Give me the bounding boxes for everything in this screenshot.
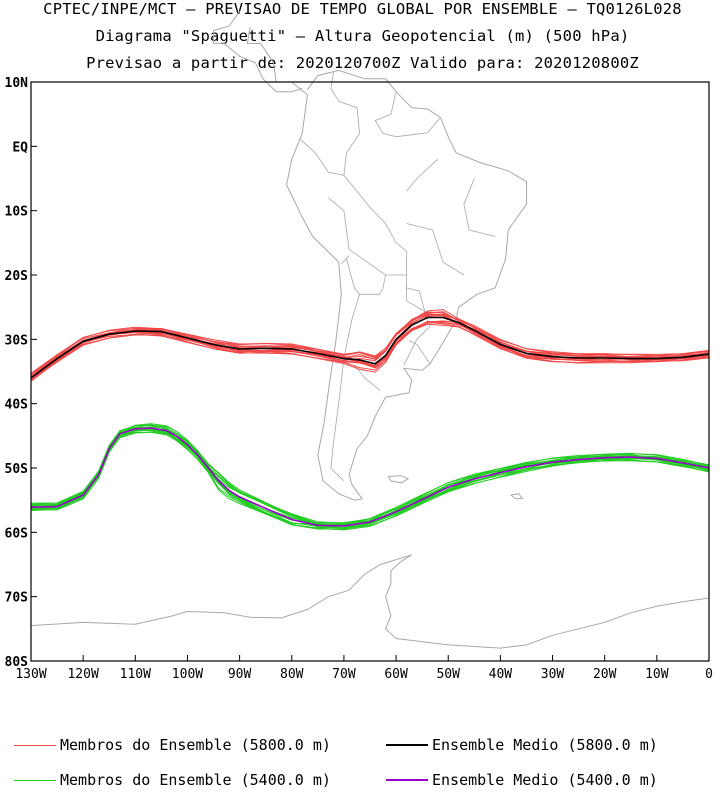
lat-tick-label: 20S <box>5 269 29 284</box>
south-america-outline <box>286 69 527 501</box>
ensemble-member-line <box>30 429 710 527</box>
lat-tick-label: 60S <box>5 526 29 541</box>
lon-tick-label: 110W <box>120 667 151 682</box>
central-america-inner <box>246 27 277 83</box>
lon-tick-label: 10W <box>645 667 669 682</box>
political-border <box>463 178 496 237</box>
lon-tick-label: 130W <box>15 667 46 682</box>
lon-tick-label: 20W <box>593 667 617 682</box>
political-border <box>406 158 439 192</box>
map-frame <box>30 81 710 662</box>
ensemble-member-line <box>30 309 710 379</box>
political-border <box>330 258 361 482</box>
political-border <box>299 72 361 176</box>
political-border <box>343 175 407 275</box>
ensemble-member-line <box>31 429 710 529</box>
contour-lines-layer <box>30 309 710 531</box>
legend-mean-5400: Ensemble Medio (5400.0 m) <box>386 771 658 789</box>
legend-member-5800-label: Membros do Ensemble (5800.0 m) <box>60 736 331 754</box>
lat-tick-label: 10N <box>5 76 29 91</box>
ensemble-member-line <box>30 313 710 374</box>
ensemble-member-line <box>30 425 710 524</box>
political-border <box>354 364 381 392</box>
political-border <box>406 223 465 276</box>
falkland-isl <box>387 475 410 484</box>
legend-swatch-mean-5400 <box>386 779 428 781</box>
ensemble-member-line <box>30 424 710 527</box>
ensemble-member-line <box>30 311 710 378</box>
ensemble-member-line <box>30 427 710 526</box>
legend-mean-5800: Ensemble Medio (5800.0 m) <box>386 736 658 754</box>
lon-tick-label: 0 <box>705 667 713 682</box>
legend-mean-5400-label: Ensemble Medio (5400.0 m) <box>432 771 658 789</box>
political-border <box>328 197 431 366</box>
lat-tick-label: 30S <box>5 333 29 348</box>
lon-tick-label: 100W <box>172 667 203 682</box>
ensemble-member-line <box>30 428 710 529</box>
legend-swatch-member-5800 <box>14 744 56 746</box>
lon-tick-label: 70W <box>332 667 356 682</box>
ensemble-member-line <box>30 424 710 525</box>
central-america-outline <box>213 10 303 93</box>
plot-border <box>30 81 710 662</box>
lat-tick-label: 70S <box>5 591 29 606</box>
legend-mean-5800-label: Ensemble Medio (5800.0 m) <box>432 736 658 754</box>
ensemble-member-line <box>30 431 710 529</box>
ensemble-member-line <box>30 314 710 382</box>
legend-member-5800: Membros do Ensemble (5800.0 m) <box>14 736 331 754</box>
chart-title-line3: Previsao a partir de: 2020120700Z Valido… <box>86 54 639 72</box>
political-border <box>341 255 350 265</box>
ensemble-member-line <box>30 431 710 531</box>
chart-title-line1: CPTEC/INPE/MCT — PREVISAO DE TEMPO GLOBA… <box>43 0 682 18</box>
ensemble-member-line <box>30 311 710 378</box>
lon-tick-label: 30W <box>541 667 565 682</box>
lat-tick-label: 10S <box>5 205 29 220</box>
ensemble-member-line <box>30 426 710 524</box>
political-border <box>359 274 386 295</box>
lat-tick-label: 40S <box>5 398 29 413</box>
lat-tick-label: EQ <box>12 140 28 155</box>
lon-tick-label: 80W <box>280 667 304 682</box>
lon-tick-label: 60W <box>384 667 408 682</box>
lon-tick-label: 90W <box>228 667 252 682</box>
lon-tick-label: 120W <box>67 667 98 682</box>
legend-swatch-mean-5800 <box>386 744 428 746</box>
ensemble-member-line <box>30 313 710 381</box>
ensemble-mean-5800-line <box>30 316 710 379</box>
antarctica-coast <box>30 554 710 649</box>
legend-swatch-member-5400 <box>14 779 56 781</box>
ensemble-member-line <box>30 428 710 526</box>
ensemble-member-line <box>30 428 710 530</box>
lon-tick-label: 50W <box>436 667 460 682</box>
political-border <box>374 91 441 138</box>
political-border <box>408 340 431 365</box>
lon-tick-label: 40W <box>489 667 513 682</box>
ensemble-member-line <box>30 426 710 529</box>
political-border <box>406 287 426 312</box>
ensemble-member-line <box>30 423 710 525</box>
lat-tick-label: 80S <box>5 655 29 670</box>
legend-member-5400: Membros do Ensemble (5400.0 m) <box>14 771 331 789</box>
lat-tick-label: 50S <box>5 462 29 477</box>
ensemble-mean-5400-line <box>30 427 710 527</box>
south-georgia-isl <box>510 493 524 500</box>
legend-member-5400-label: Membros do Ensemble (5400.0 m) <box>60 771 331 789</box>
chart-title-line2: Diagrama "Spaguetti" — Altura Geopotenci… <box>95 27 630 45</box>
